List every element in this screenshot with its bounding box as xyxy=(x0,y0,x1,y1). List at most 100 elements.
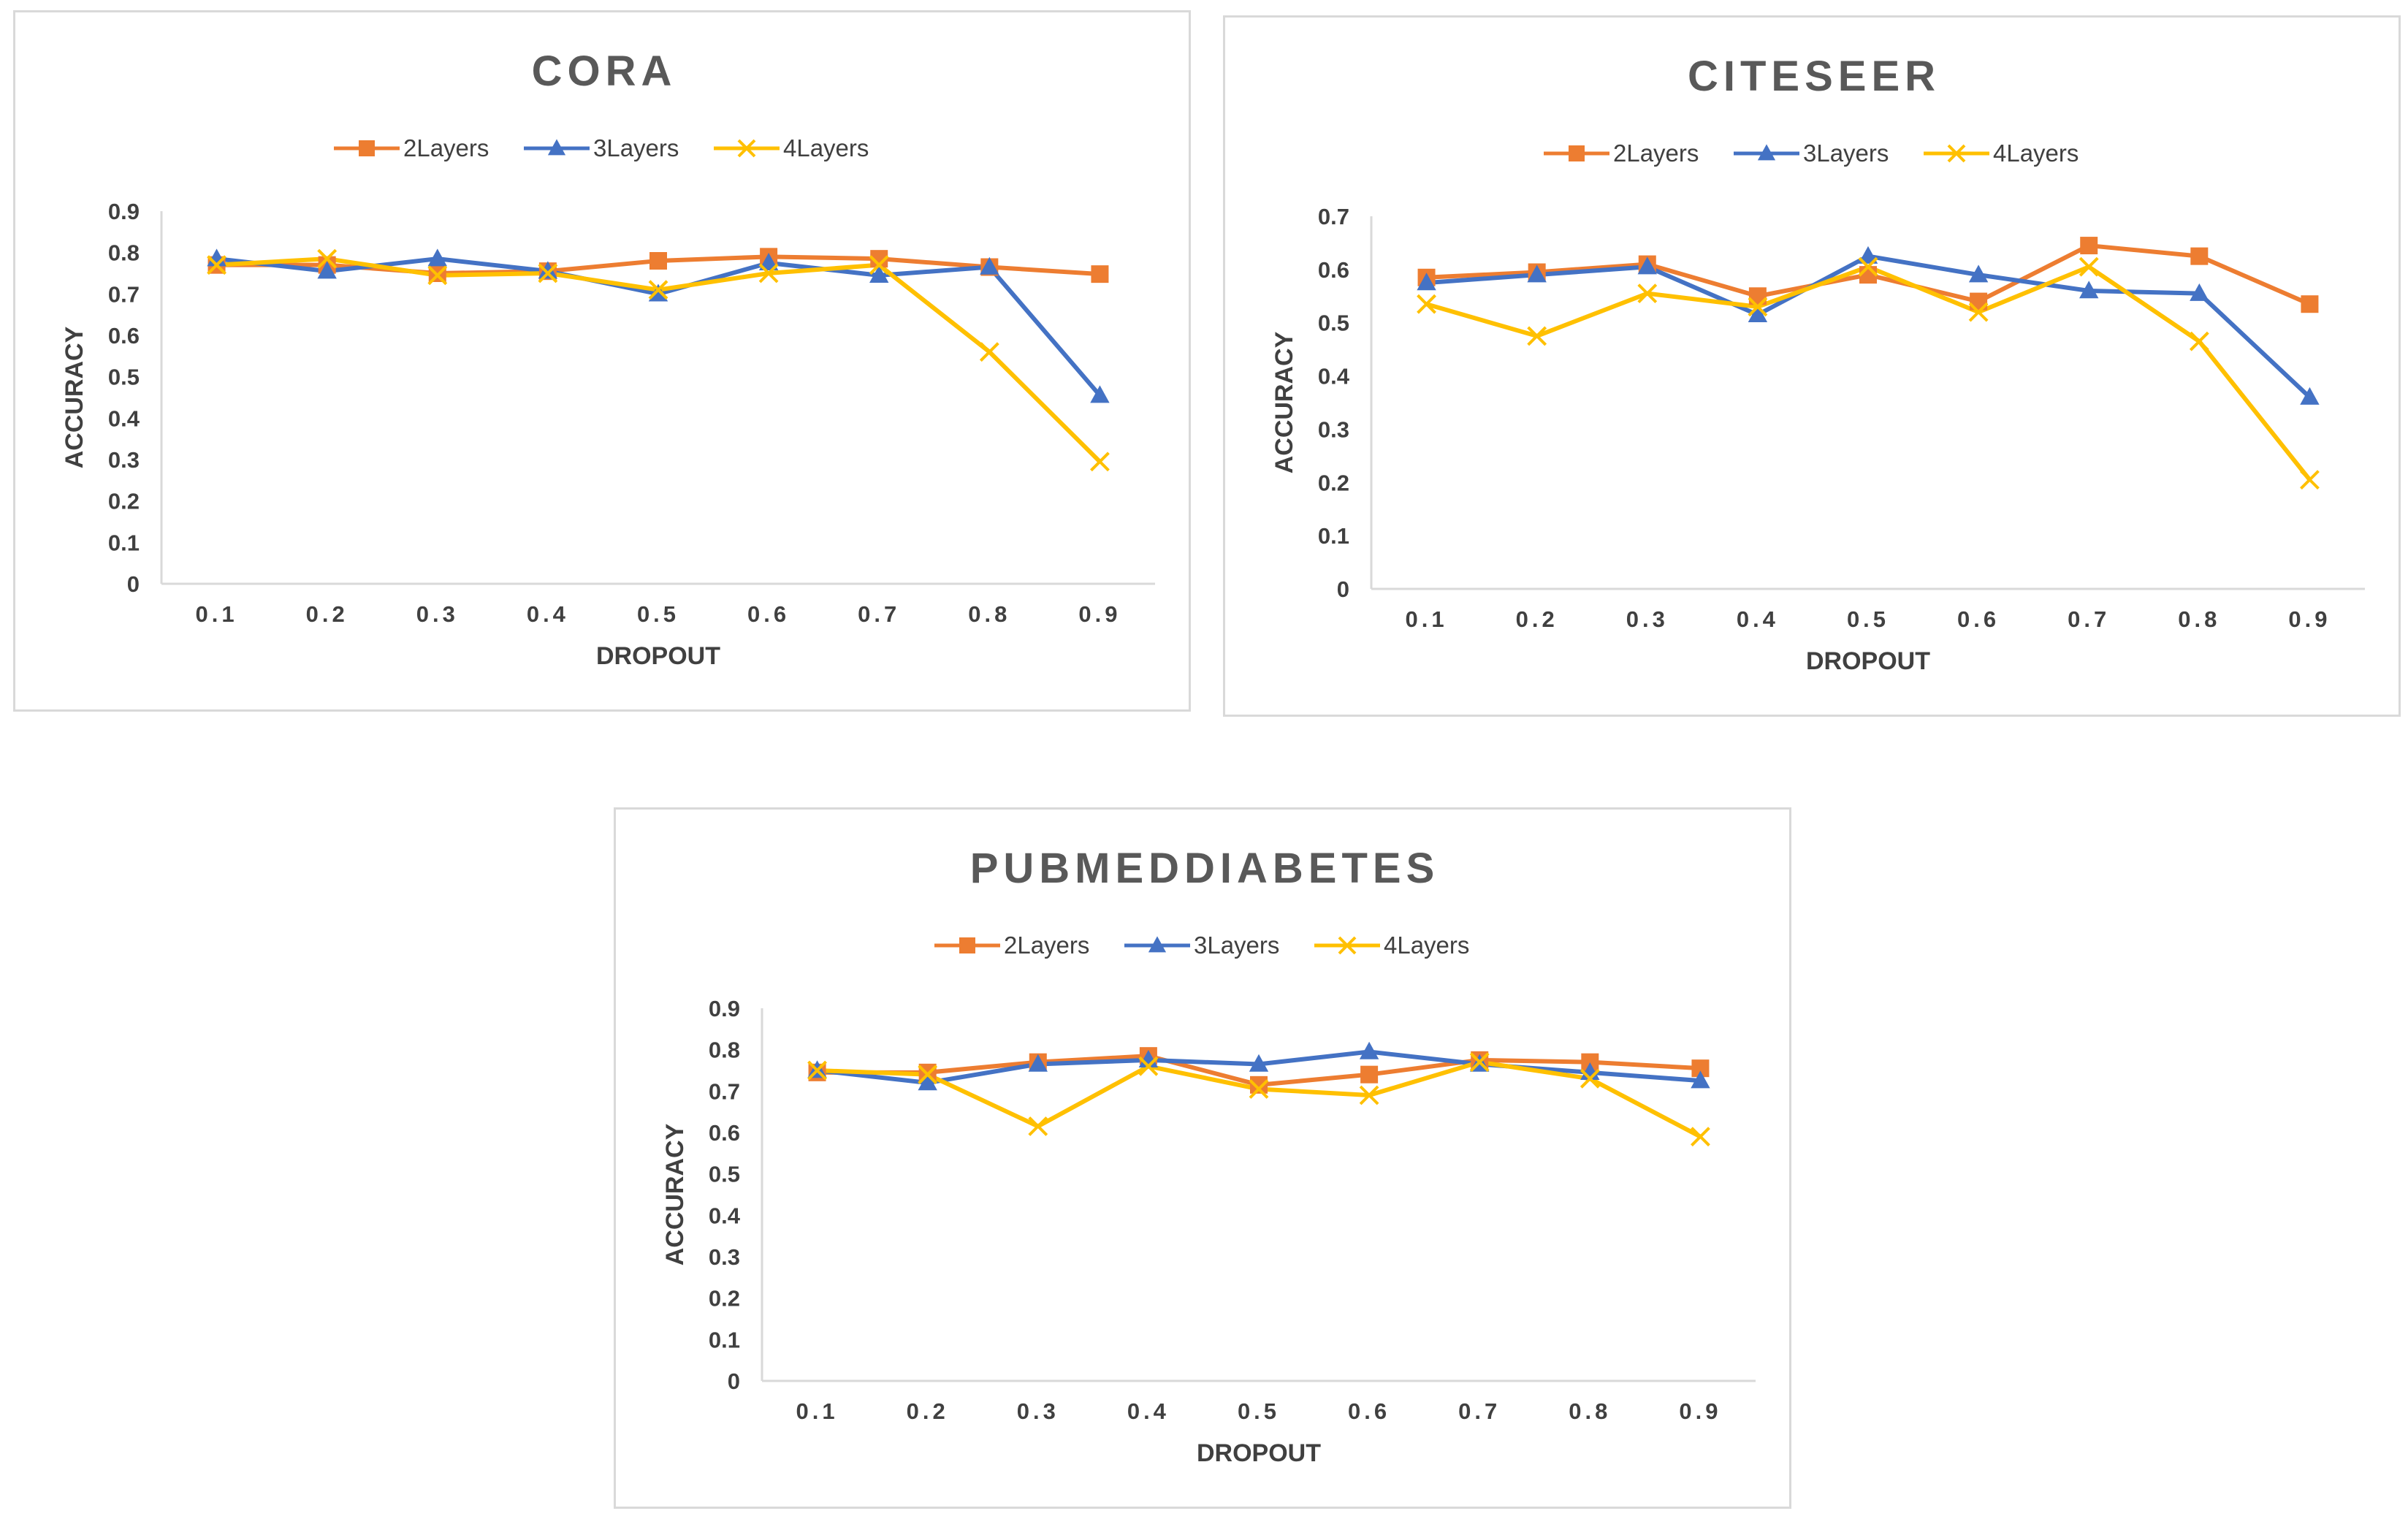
legend-item-4layers: 4Layers xyxy=(714,134,869,161)
data-point-4layers xyxy=(979,342,999,362)
x-tick-label: 0.3 xyxy=(1626,606,1669,632)
data-point-3layers xyxy=(2079,281,2099,299)
x-tick-label: 0.6 xyxy=(747,601,790,627)
data-point-4layers xyxy=(2079,256,2099,277)
y-tick-label: 0.8 xyxy=(709,1038,740,1063)
y-tick-label: 0.5 xyxy=(108,365,140,390)
chart-svg: CITESEER 2Layers 3Layers 4Layers 0 0.1 0.2 0.3 0… xyxy=(1270,53,2365,675)
x-tick-label: 0.4 xyxy=(1127,1398,1170,1424)
legend-item-3layers: 3Layers xyxy=(1734,140,1889,167)
data-point-4layers xyxy=(317,248,338,269)
legend-item-4layers: 4Layers xyxy=(1314,932,1469,959)
x-tick-label: 0.7 xyxy=(858,601,900,627)
data-point-2layers xyxy=(2190,247,2209,265)
y-tick-label: 0.5 xyxy=(1318,311,1349,336)
x-axis-label: DROPOUT xyxy=(596,642,720,670)
pubmeddiabetes-chart: PUBMEDDIABETES 2Layers 3Layers 4Layers 0 0.1 0… xyxy=(614,807,1791,1509)
data-point-3layers xyxy=(918,1073,937,1091)
y-tick-label: 0.1 xyxy=(709,1327,740,1352)
x-tick-label: 0.2 xyxy=(1516,606,1558,632)
chart-svg: CORA 2Layers 3Layers 4Layers 0 0.1 0.2 0.3 0.4 0.… xyxy=(61,47,1155,670)
data-point-4layers xyxy=(1028,1116,1048,1136)
data-point-4layers xyxy=(2189,331,2209,351)
y-tick-label: 0.4 xyxy=(1318,364,1350,389)
y-tick-label: 0.5 xyxy=(709,1162,740,1187)
data-point-3layers xyxy=(1527,264,1547,283)
data-point-3layers xyxy=(1028,1054,1048,1072)
series-line-4layers xyxy=(817,1059,1702,1139)
data-point-2layers xyxy=(2080,237,2098,255)
y-tick-label: 0.3 xyxy=(1318,416,1349,442)
y-axis-label: ACCURACY xyxy=(61,326,88,468)
data-point-4layers xyxy=(1968,302,1989,322)
data-point-3layers xyxy=(1637,256,1657,275)
data-point-4layers xyxy=(648,280,668,300)
data-point-3layers xyxy=(2300,387,2320,405)
data-point-3layers xyxy=(869,265,889,283)
data-point-3layers xyxy=(317,261,337,279)
y-tick-label: 0.7 xyxy=(1318,204,1349,229)
data-point-4layers xyxy=(1580,1068,1600,1089)
legend-marker-square xyxy=(959,937,975,953)
y-tick-label: 0.2 xyxy=(1318,470,1349,495)
data-point-4layers xyxy=(1748,297,1768,317)
x-tick-label: 0.6 xyxy=(1957,606,2000,632)
legend-item-2layers: 2Layers xyxy=(1544,140,1699,167)
y-tick-label: 0 xyxy=(1337,576,1349,602)
legend-marker-x xyxy=(1947,144,1966,163)
legend-marker-square xyxy=(359,140,375,156)
x-tick-label: 0.8 xyxy=(968,601,1010,627)
data-point-3layers xyxy=(1748,304,1768,322)
y-tick-label: 0.9 xyxy=(709,996,740,1021)
x-tick-label: 0.7 xyxy=(1458,1398,1501,1424)
legend-label: 3Layers xyxy=(1194,932,1279,959)
legend-label: 2Layers xyxy=(1613,140,1699,167)
y-axis-label: ACCURACY xyxy=(661,1123,689,1265)
data-point-3layers xyxy=(1249,1054,1269,1072)
data-point-2layers xyxy=(1859,266,1877,284)
legend-label: 4Layers xyxy=(1993,140,2079,167)
data-point-4layers xyxy=(1138,1056,1159,1076)
legend-marker-square xyxy=(1569,145,1585,161)
x-tick-label: 0.1 xyxy=(796,1398,839,1424)
x-axis-label: DROPOUT xyxy=(1806,647,1930,675)
x-tick-label: 0.1 xyxy=(1406,606,1448,632)
data-point-3layers xyxy=(427,248,447,267)
legend-item-3layers: 3Layers xyxy=(524,134,679,161)
data-point-4layers xyxy=(207,255,226,275)
legend-marker-triangle xyxy=(1757,144,1776,161)
x-tick-label: 0.9 xyxy=(2288,606,2331,632)
data-point-4layers xyxy=(1858,256,1878,277)
chart-title: CORA xyxy=(532,47,677,95)
y-tick-label: 0.7 xyxy=(108,281,140,307)
y-axis-label: ACCURACY xyxy=(1270,331,1298,473)
cora-chart: CORA 2Layers 3Layers 4Layers 0 0.1 0.2 0.3 0.4 0.… xyxy=(13,10,1191,712)
citeseer-chart: CITESEER 2Layers 3Layers 4Layers 0 0.1 0.2 0.3 0… xyxy=(1223,15,2401,717)
chart-svg: PUBMEDDIABETES 2Layers 3Layers 4Layers 0 0.1 0… xyxy=(661,845,1756,1467)
data-point-4layers xyxy=(2300,470,2320,490)
data-point-4layers xyxy=(538,263,558,283)
y-tick-label: 0 xyxy=(728,1368,740,1394)
y-tick-label: 0.9 xyxy=(108,199,140,224)
legend-label: 3Layers xyxy=(593,134,679,161)
y-tick-label: 0.6 xyxy=(709,1120,740,1146)
x-axis-label: DROPOUT xyxy=(1197,1439,1321,1467)
y-tick-label: 0.3 xyxy=(108,447,140,473)
data-point-3layers xyxy=(1691,1070,1710,1089)
data-point-4layers xyxy=(1090,452,1110,472)
legend-marker-x xyxy=(1338,936,1357,955)
data-point-2layers xyxy=(1091,265,1109,283)
y-tick-label: 0.4 xyxy=(108,406,140,431)
data-point-2layers xyxy=(649,252,667,270)
data-point-4layers xyxy=(427,265,448,286)
series-line-3layers xyxy=(216,256,1102,397)
y-tick-label: 0.1 xyxy=(1318,523,1349,549)
data-point-2layers xyxy=(428,264,446,282)
legend-item-2layers: 2Layers xyxy=(934,932,1089,959)
data-point-3layers xyxy=(1359,1041,1379,1059)
data-point-4layers xyxy=(758,263,779,283)
data-point-3layers xyxy=(1090,385,1110,403)
x-tick-label: 0.9 xyxy=(1078,601,1121,627)
x-tick-label: 0.5 xyxy=(637,601,679,627)
data-point-4layers xyxy=(869,255,889,275)
